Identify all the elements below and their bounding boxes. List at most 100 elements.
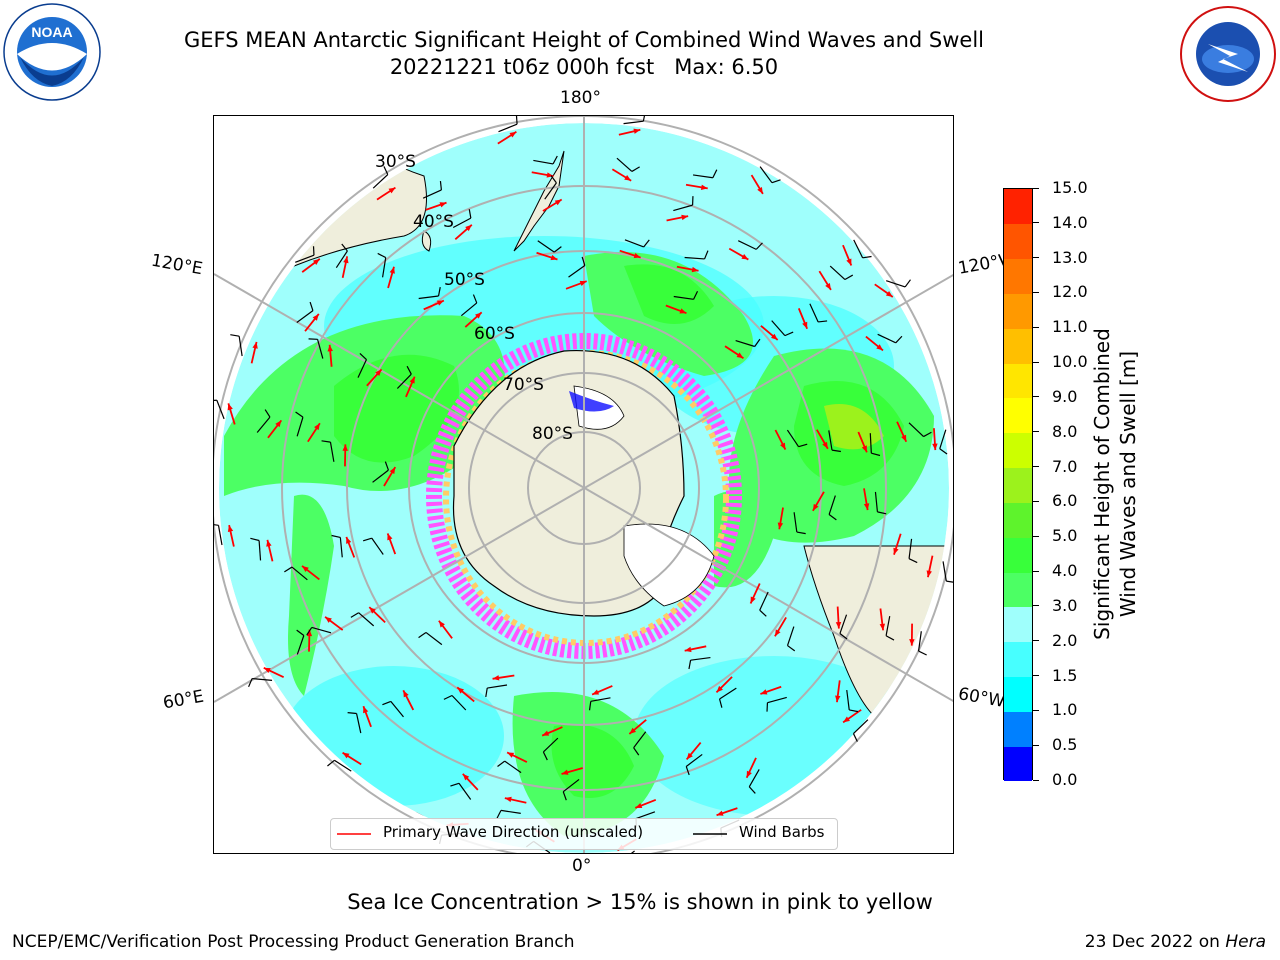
wave-arrow	[387, 266, 395, 289]
wind-barb	[308, 338, 324, 359]
wave-arrow	[405, 376, 416, 398]
wind-barb	[357, 352, 368, 378]
chart-title: GEFS MEAN Antarctic Significant Height o…	[183, 28, 985, 52]
colorbar-segment	[1004, 189, 1032, 225]
wind-barb	[633, 731, 647, 756]
wind-barb	[568, 256, 586, 278]
wave-arrow	[342, 444, 348, 467]
wind-barb	[256, 409, 271, 433]
lon-label-120e: 120°E	[149, 250, 205, 280]
wind-barb	[809, 303, 828, 323]
colorbar-tick-mark	[1033, 779, 1039, 781]
colorbar-segment	[1004, 572, 1032, 608]
wind-barb	[786, 626, 796, 652]
wind-barb	[248, 677, 273, 688]
colorbar-tick-label: 5.0	[1052, 526, 1078, 546]
wave-arrow	[250, 341, 258, 364]
wave-arrow	[227, 524, 235, 547]
wave-arrow	[227, 403, 236, 425]
colorbar-tick-mark	[1033, 257, 1039, 259]
colorbar-segment	[1004, 606, 1032, 643]
colorbar-segment	[1004, 223, 1032, 260]
wind-barb	[230, 334, 243, 357]
lon-label-60w: 60°W	[956, 684, 1006, 712]
wind-barb	[885, 615, 895, 641]
colorbar-tick-label: 0.0	[1052, 770, 1078, 789]
graticule	[214, 116, 953, 853]
wave-arrow	[464, 311, 483, 328]
wave-arrow	[818, 270, 832, 291]
wave-arrow	[835, 606, 842, 629]
colorbar-tick-mark	[1033, 605, 1039, 607]
wave-arrow	[835, 680, 841, 703]
wind-barb	[250, 537, 262, 561]
wave-arrow	[541, 726, 563, 737]
wind-barb	[846, 690, 859, 713]
wave-arrow	[301, 565, 320, 581]
colorbar-segment	[1004, 502, 1032, 538]
wave-arrow	[812, 491, 825, 512]
colorbar-tick-label: 0.5	[1052, 735, 1078, 755]
wave-arrow	[774, 616, 787, 637]
wind-barb	[306, 626, 332, 636]
polar-map	[214, 116, 953, 853]
legend-wind-barbs-label: Wind Barbs	[739, 823, 825, 841]
wind-barb	[533, 155, 558, 165]
wave-arrow	[842, 244, 853, 266]
colorbar-tick-mark	[1033, 361, 1039, 363]
wind-barb	[735, 338, 761, 348]
lat-label-50s: 50°S	[444, 270, 485, 290]
wind-barb	[296, 301, 314, 323]
wave-arrow	[304, 313, 320, 332]
wind-barb	[786, 429, 808, 448]
wave-arrow	[728, 247, 749, 261]
wave-arrow	[368, 606, 386, 624]
colorbar-tick-mark	[1033, 187, 1039, 189]
wind-barb	[562, 778, 580, 801]
wave-arrow	[324, 616, 344, 631]
colorbar-segment	[1004, 397, 1032, 434]
colorbar-tick-mark	[1033, 466, 1039, 468]
lat-label-30s: 30°S	[375, 152, 416, 172]
wave-arrow	[492, 674, 515, 681]
wave-arrow	[266, 539, 274, 562]
wave-arrow	[896, 421, 908, 443]
wind-barb	[624, 239, 650, 248]
colorbar-tick-label: 1.5	[1052, 665, 1078, 685]
wind-barb	[295, 411, 304, 437]
wind-barb	[284, 566, 308, 581]
wind-barb	[852, 719, 869, 742]
chart-subtitle: 20221221 t06z 000h fcst Max: 6.50	[389, 55, 779, 79]
wave-arrow	[685, 183, 708, 190]
wind-barb	[869, 433, 881, 457]
wind-barb	[485, 684, 508, 698]
colorbar-tick-mark	[1033, 222, 1039, 224]
colorbar-tick-mark	[1033, 744, 1039, 746]
lat-label-40s: 40°S	[413, 212, 454, 232]
colorbar-segment	[1004, 711, 1032, 747]
wave-arrow	[342, 751, 362, 766]
colorbar-tick-label: 7.0	[1052, 456, 1078, 476]
wave-arrow	[724, 345, 744, 359]
wind-barb	[497, 760, 522, 774]
wave-arrow	[863, 488, 870, 511]
wave-arrow	[797, 308, 808, 330]
wave-arrow	[745, 757, 757, 779]
wind-barb	[537, 240, 562, 253]
wind-barb	[828, 430, 841, 453]
wind-barb	[335, 243, 348, 269]
wave-direction-arrows	[227, 128, 938, 852]
footer-host: Hera	[1225, 932, 1266, 952]
colorbar-tick-label: 15.0	[1052, 178, 1088, 197]
wind-barb	[350, 612, 375, 627]
wind-barb	[616, 157, 640, 172]
wind-barb	[331, 534, 343, 558]
noaa-logo: NOAA	[2, 2, 102, 102]
wind-barbs	[214, 116, 953, 853]
wave-arrow	[267, 419, 283, 439]
lon-label-180: 180°	[560, 88, 601, 108]
colorbar-tick-label: 14.0	[1052, 212, 1088, 232]
wave-arrow	[301, 258, 321, 273]
colorbar-segment	[1004, 258, 1032, 294]
colorbar-label-line1: Significant Height of Combined	[1090, 328, 1114, 640]
